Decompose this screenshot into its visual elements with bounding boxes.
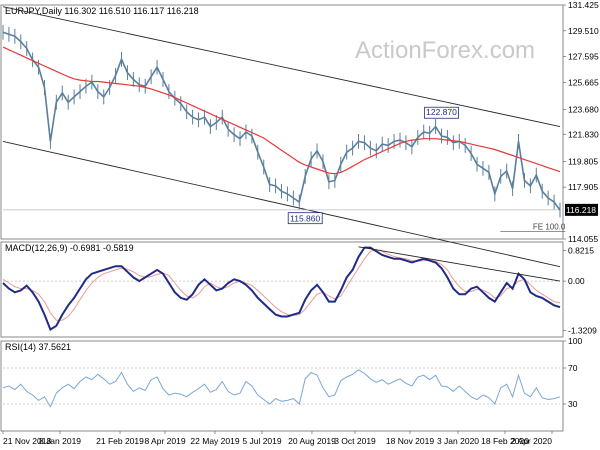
price-tick-label: 114.055 [568,234,598,244]
macd-tick-label: 0.00 [568,276,585,286]
x-tick-label: 21 Feb 2019 [96,436,144,446]
x-tick-label: 18 Feb 2020 [481,436,529,446]
channel-upper-line [2,6,561,128]
price-tick-label: 121.830 [568,129,599,139]
rsi-tick-label: 30 [568,399,578,409]
price-label-box [424,106,459,119]
x-tick-label: 20 Aug 2019 [288,436,336,446]
rsi-tick-label: 100 [568,336,582,346]
macd-tick-label: -1.3209 [568,325,597,335]
current-price-box [565,203,598,216]
price-layer: 115.860 122.870 FE 100.0 [2,6,566,268]
macd-panel-title: MACD(12,26,9) -0.6981 -0.5819 [5,243,134,253]
x-tick-label: 3 Jan 2020 [437,436,479,446]
rsi-layer [2,367,561,408]
rsi-tick-label: 70 [568,363,578,373]
x-tick-label: 21 Nov 2018 [3,436,51,446]
watermark: ActionForex.com [355,37,535,64]
fe-level-label: FE 100.0 [533,222,566,231]
price-tick-label: 117.905 [568,182,598,192]
price-label: 122.870 [426,107,457,117]
price-tick-label: 119.805 [568,157,598,167]
panel-frames [0,4,564,432]
rsi-line [2,369,561,408]
macd-layer [2,246,561,331]
x-tick-label: 8 Jan 2019 [39,436,81,446]
x-tick-label: 8 Apr 2019 [144,436,185,446]
price-tick-label: 125.665 [568,78,599,88]
price-label-box [287,212,323,225]
x-tick-label: 22 May 2019 [190,436,239,446]
rsi-panel-title: RSI(14) 37.5621 [5,342,71,352]
rsi-panel-frame [0,340,564,432]
price-tick-label: 127.595 [568,52,599,62]
macd-main-line [2,246,561,331]
price-tick-label: 129.510 [568,26,599,36]
price-panel-title: EURJPY,Daily 116.302 116.510 116.117 116… [5,6,199,16]
channel-lower-line [2,140,561,268]
x-tick-label: 3 Oct 2019 [334,436,376,446]
price-tick-label: 131.425 [568,0,599,10]
price-label: 115.860 [290,214,320,224]
x-tick-label: 5 Jul 2019 [242,436,281,446]
macd-panel-frame [0,241,564,338]
moving-average-line [2,46,561,175]
x-tick-label: 2 Apr 2020 [511,436,552,446]
price-tick-label: 123.680 [568,104,599,114]
current-price-value: 116.218 [566,205,596,215]
macd-trendline [358,246,561,282]
price-panel-frame [0,4,564,240]
macd-tick-label: 0.8215 [568,246,594,256]
x-tick-label: 18 Nov 2019 [386,436,434,446]
